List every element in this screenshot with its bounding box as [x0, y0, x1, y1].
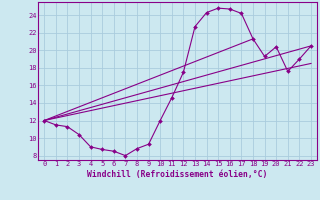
X-axis label: Windchill (Refroidissement éolien,°C): Windchill (Refroidissement éolien,°C) — [87, 170, 268, 179]
